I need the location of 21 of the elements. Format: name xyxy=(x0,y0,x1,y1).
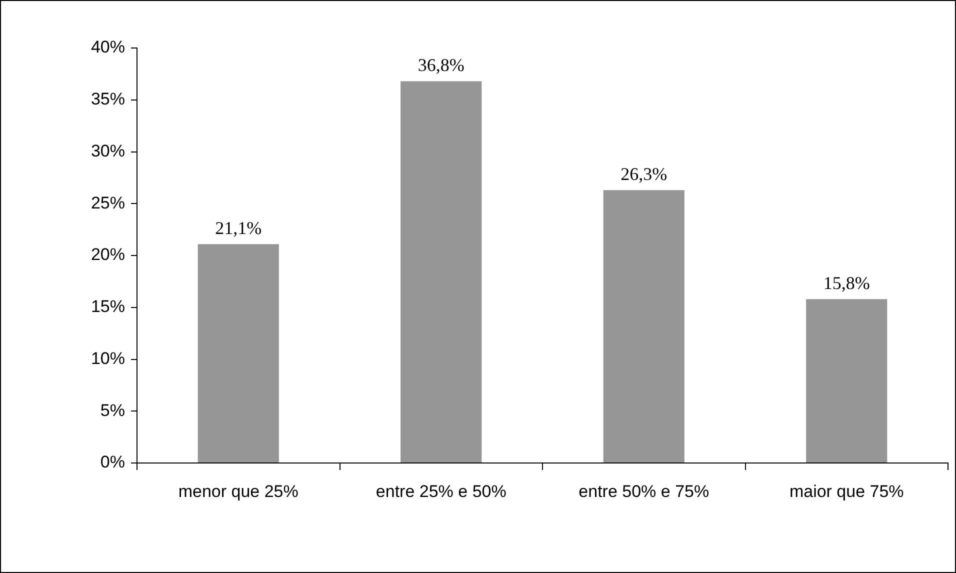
data-label: 15,8% xyxy=(823,272,870,293)
x-tick-label: entre 25% e 50% xyxy=(376,482,506,501)
data-label: 21,1% xyxy=(215,218,262,238)
data-label: 26,3% xyxy=(620,164,668,184)
bar xyxy=(806,299,888,462)
y-tick-label: 20% xyxy=(90,245,125,264)
x-tick-label: menor que 25% xyxy=(178,482,298,501)
y-tick-label: 0% xyxy=(100,452,125,472)
y-tick-label: 25% xyxy=(90,193,125,212)
x-tick-label: entre 50% e 75% xyxy=(578,482,710,501)
data-label: 36,8% xyxy=(418,54,464,75)
y-tick-label: 5% xyxy=(100,400,125,420)
y-tick-label: 10% xyxy=(90,348,125,368)
bar xyxy=(603,190,684,462)
y-tick-label: 35% xyxy=(90,90,125,109)
bar xyxy=(198,244,279,462)
y-tick-label: 30% xyxy=(90,141,125,160)
bar xyxy=(400,81,482,462)
x-tick-label: maior que 75% xyxy=(789,482,904,501)
y-tick-label: 15% xyxy=(90,297,125,316)
y-tick-label: 40% xyxy=(90,38,125,57)
